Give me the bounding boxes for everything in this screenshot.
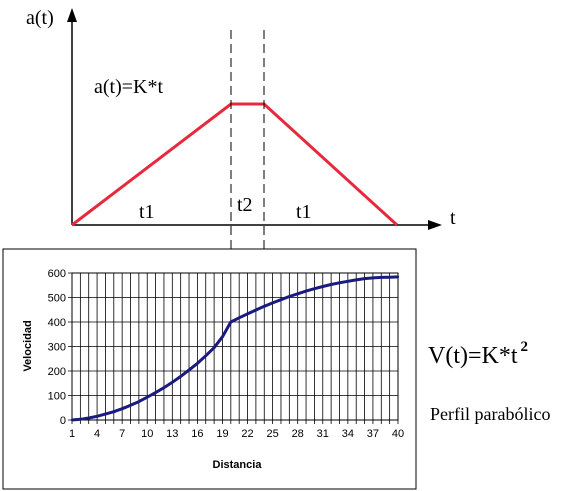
x-tick-label: 40 — [392, 428, 404, 440]
velocity-data-point — [380, 276, 383, 279]
x-tick-label: 34 — [342, 428, 354, 440]
y-tick-labels: 0 100 200 300 400 500 600 — [48, 268, 66, 427]
segment-label-t2: t2 — [237, 194, 253, 216]
velocity-data-point — [363, 277, 366, 280]
velocity-data-point — [388, 275, 391, 279]
velocity-data-point — [171, 381, 174, 384]
velocity-data-point — [112, 410, 115, 413]
velocity-data-point — [162, 386, 166, 389]
y-tick-label: 0 — [60, 415, 66, 427]
x-tick-label: 22 — [241, 428, 253, 440]
segment-label-t1-right: t1 — [296, 201, 312, 223]
y-tick-label: 200 — [48, 366, 66, 378]
x-axis-label: t — [450, 207, 456, 229]
x-tick-label: 37 — [367, 428, 379, 440]
acceleration-formula: a(t)=K*t — [94, 76, 163, 98]
velocity-data-point — [271, 301, 274, 305]
velocity-data-point — [137, 400, 141, 403]
velocity-equation-text: V(t)=K*t — [428, 343, 518, 369]
velocity-data-point — [179, 375, 182, 378]
velocity-equation-exponent: 2 — [520, 339, 529, 355]
velocity-equation: V(t)=K*t 2 — [428, 339, 529, 370]
velocity-data-point — [104, 412, 107, 416]
y-tick-label: 300 — [48, 342, 66, 354]
velocity-data-point — [129, 404, 132, 407]
velocity-data-point — [396, 275, 400, 279]
x-tick-label: 31 — [317, 428, 329, 440]
velocity-data-point — [296, 292, 299, 296]
x-axis-title: Distancia — [213, 459, 263, 471]
velocity-data-point — [237, 316, 241, 320]
velocity-data-point — [313, 287, 316, 290]
x-tick-label: 16 — [191, 428, 203, 440]
y-axis-label: a(t) — [26, 7, 54, 29]
velocity-data-point — [338, 281, 341, 284]
velocity-data-point — [146, 396, 149, 399]
x-tick-label: 10 — [141, 428, 153, 440]
acceleration-diagram: a(t) t a(t)=K*t t1 t2 t1 — [26, 7, 456, 272]
y-tick-label: 100 — [48, 391, 66, 403]
x-tick-label: 25 — [266, 428, 278, 440]
y-tick-label: 400 — [48, 317, 66, 329]
x-tick-labels: 1 4 7 10 13 16 19 22 25 28 31 34 37 40 — [69, 428, 404, 440]
velocity-data-point — [321, 285, 324, 288]
velocity-data-point — [95, 415, 99, 418]
profile-caption: Perfil parabólico — [430, 404, 551, 424]
velocity-data-point — [212, 346, 216, 349]
y-axis-arrow-icon — [67, 8, 77, 22]
velocity-data-point — [329, 283, 333, 286]
velocity-data-point — [304, 289, 308, 293]
x-tick-label: 4 — [94, 428, 100, 440]
velocity-data-point — [229, 320, 233, 324]
y-tick-label: 600 — [48, 268, 66, 280]
velocity-data-point — [355, 278, 358, 282]
x-tick-label: 7 — [119, 428, 125, 440]
velocity-data-point — [204, 354, 207, 358]
velocity-data-point — [70, 418, 74, 422]
velocity-series-line — [71, 275, 399, 422]
velocity-data-point — [196, 362, 199, 365]
velocity-data-points — [70, 275, 400, 422]
velocity-data-point — [279, 298, 283, 301]
velocity-data-point — [79, 418, 82, 421]
y-axis-title: Velocidad — [22, 320, 34, 371]
y-tick-label: 500 — [48, 293, 66, 305]
velocity-data-point — [346, 280, 350, 283]
x-tick-label: 1 — [69, 428, 75, 440]
x-tick-label: 19 — [216, 428, 228, 440]
velocity-data-point — [246, 312, 249, 316]
velocity-data-point — [154, 391, 157, 394]
velocity-data-point — [254, 308, 258, 312]
acceleration-profile-line — [71, 102, 399, 227]
velocity-data-point — [288, 295, 291, 298]
segment-label-t1-left: t1 — [139, 201, 155, 223]
plot-border — [71, 272, 399, 421]
velocity-data-point — [120, 407, 124, 410]
velocity-data-point — [263, 305, 266, 308]
velocity-data-point — [87, 416, 90, 420]
x-axis-arrow-icon — [428, 220, 442, 230]
x-tick-label: 28 — [292, 428, 304, 440]
x-tick-label: 13 — [166, 428, 178, 440]
velocity-data-point — [371, 276, 375, 280]
velocity-data-point — [221, 335, 224, 338]
velocity-data-point — [187, 368, 191, 372]
velocity-chart: 0 100 200 300 400 500 600 1 4 7 10 13 16 19 22 25 28 31 3… — [2, 248, 417, 490]
